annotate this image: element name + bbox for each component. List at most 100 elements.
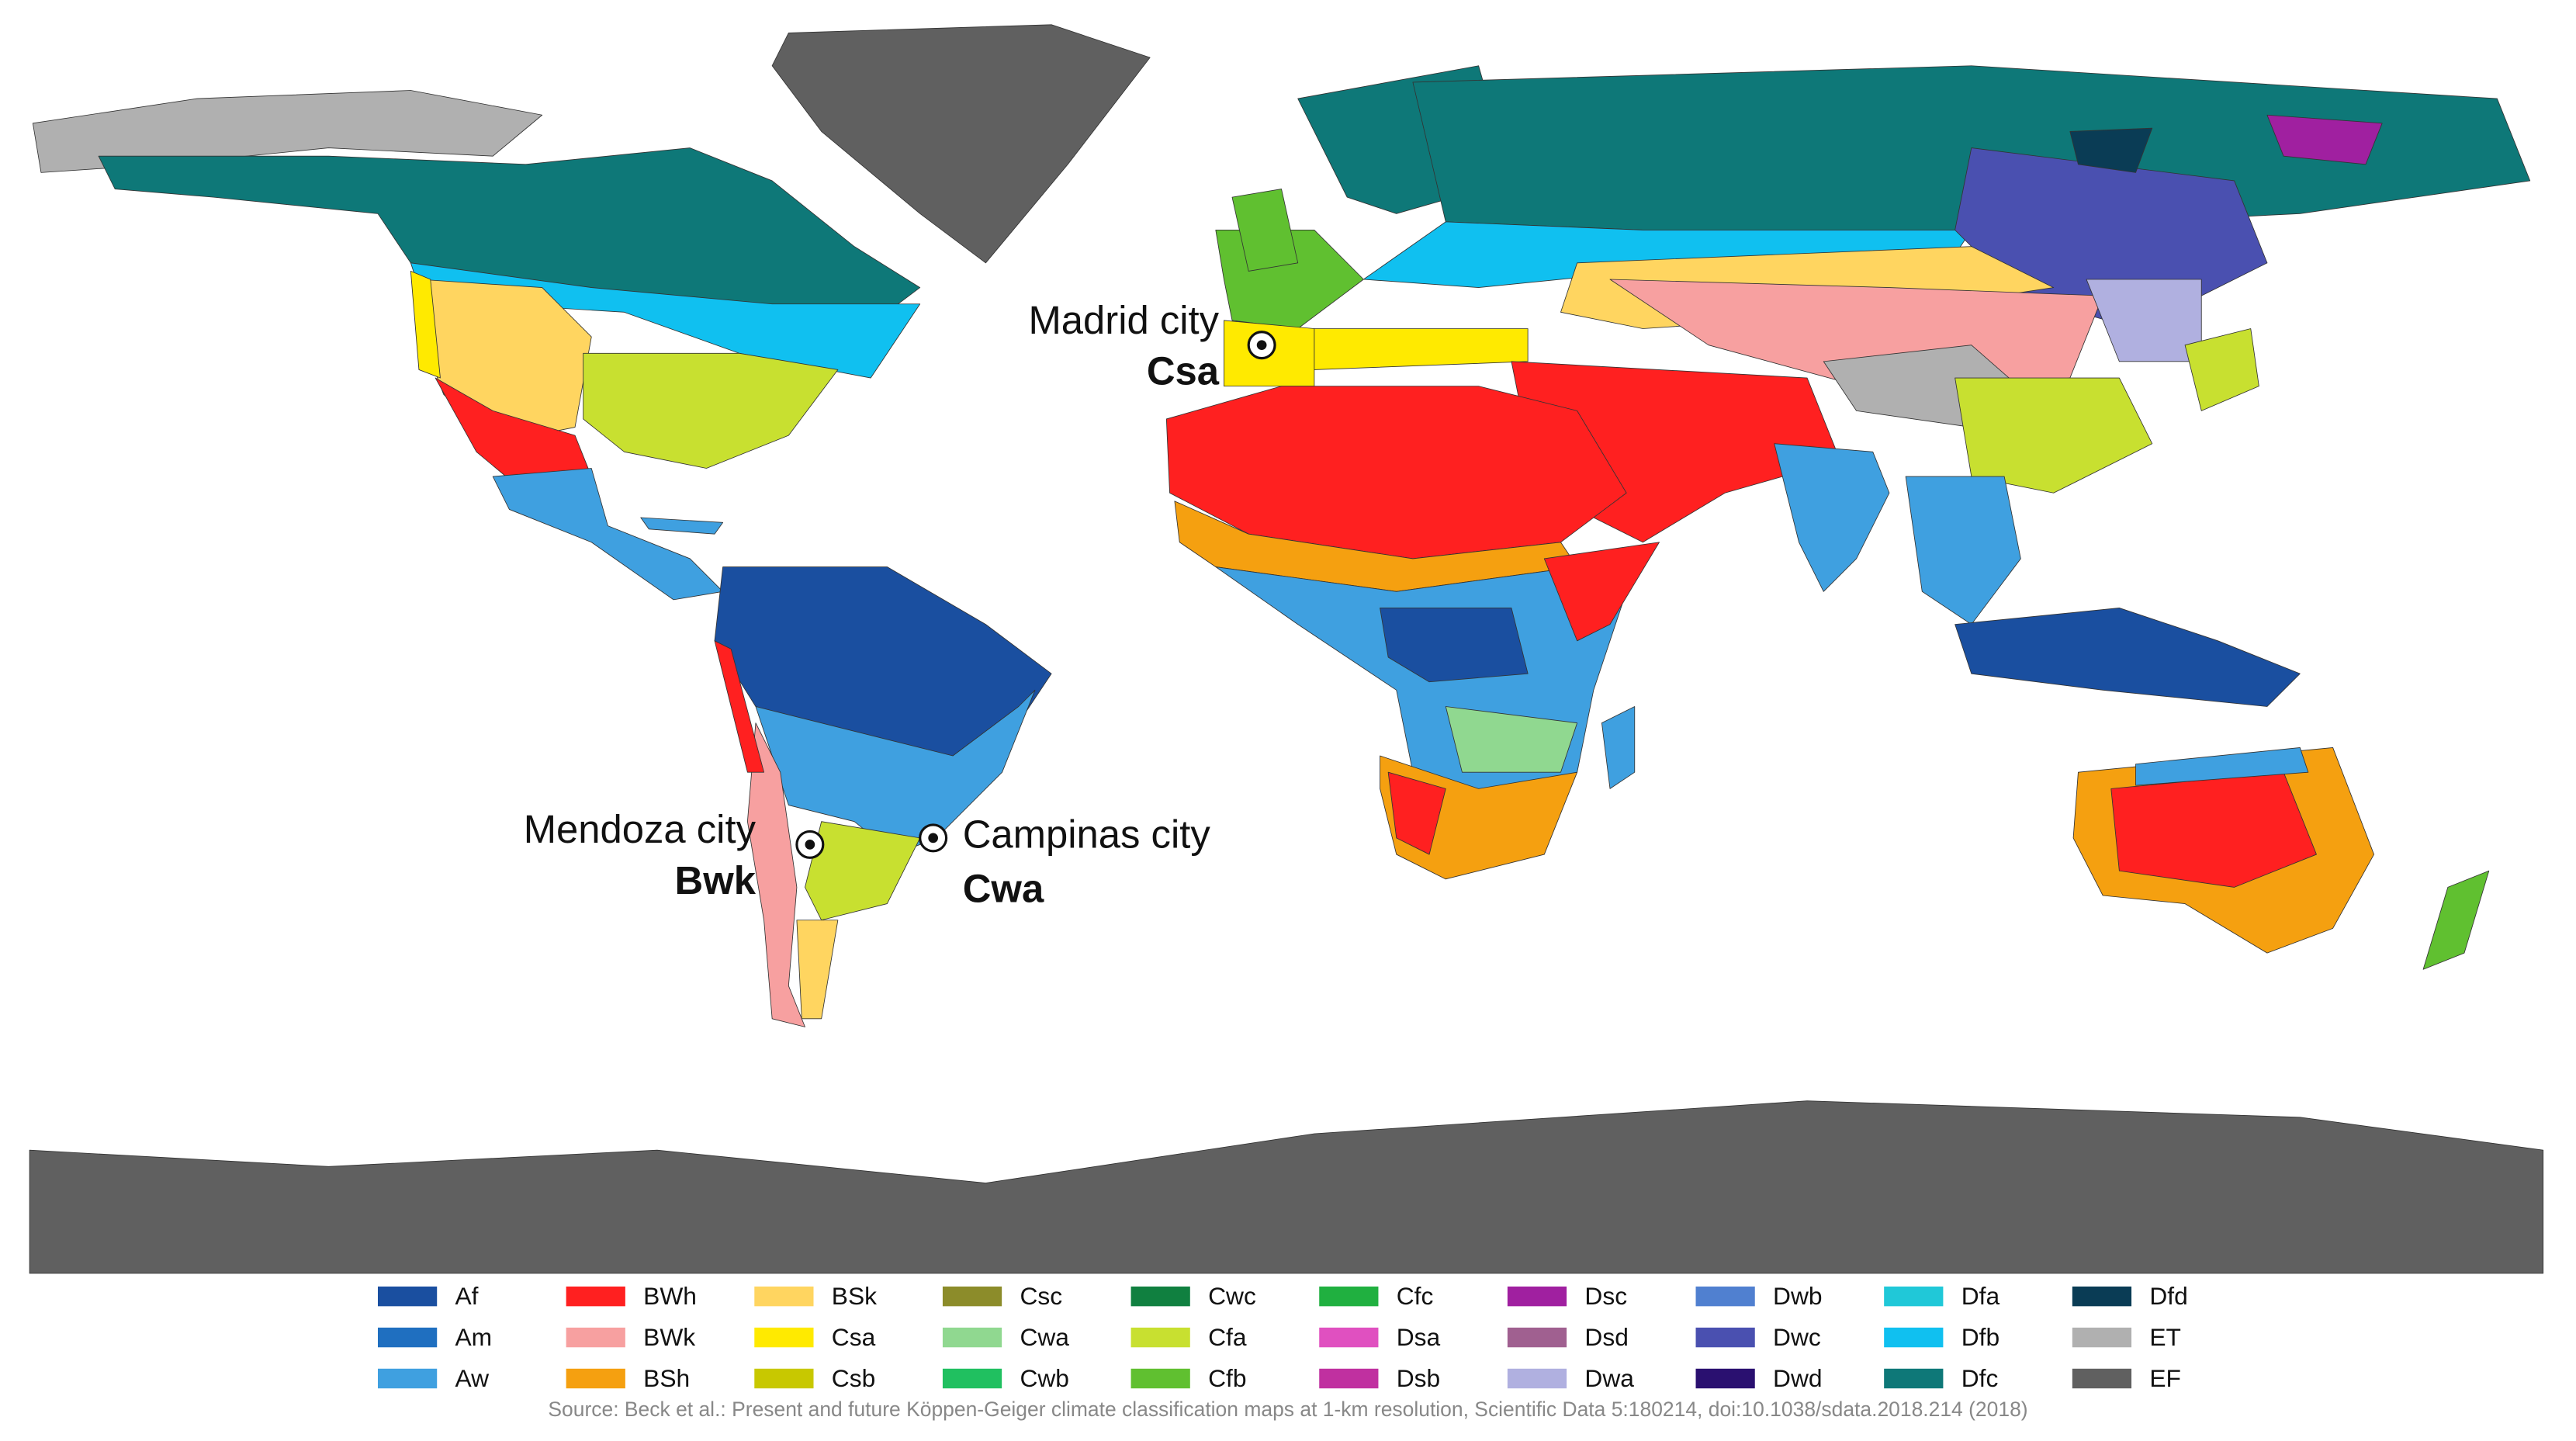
legend-swatch: [754, 1327, 814, 1348]
legend-label: Cwa: [1020, 1323, 1069, 1351]
zone: [1601, 706, 1636, 789]
zone: [1955, 608, 2301, 707]
city-marker-dot: [928, 833, 939, 843]
legend-swatch: [1507, 1368, 1567, 1389]
legend-swatch: [1507, 1327, 1567, 1348]
legend-swatch: [2072, 1286, 2132, 1307]
legend-swatch: [1130, 1327, 1190, 1348]
legend-label: Dfd: [2149, 1282, 2187, 1310]
zone: [714, 640, 764, 773]
legend-swatch: [377, 1368, 438, 1389]
legend-label: Aw: [455, 1364, 490, 1392]
legend-label: Dwd: [1773, 1364, 1823, 1392]
legend-label: Dsc: [1584, 1282, 1627, 1310]
legend-swatch: [1319, 1368, 1379, 1389]
zone: [1905, 476, 2021, 625]
city-markers: [795, 331, 1276, 859]
legend-label: Dwa: [1584, 1364, 1634, 1392]
zone: [771, 24, 1151, 264]
zone: [583, 352, 839, 469]
legend-label: Af: [455, 1282, 479, 1310]
legend-label: Cfc: [1397, 1282, 1434, 1310]
zone: [492, 468, 724, 601]
zone: [2135, 747, 2309, 786]
legend-swatch: [754, 1286, 814, 1307]
city-name: Campinas city: [963, 812, 1211, 857]
zone: [2086, 279, 2202, 362]
legend-label: Csc: [1020, 1282, 1062, 1310]
legend-swatch: [1695, 1286, 1755, 1307]
zone: [640, 517, 724, 535]
legend: Af Am Aw BWh BWk BSh BSk Csa Csb Csc Cwa Cwb Cwc Cfa C…: [377, 1282, 2188, 1392]
zone: [1445, 706, 1578, 773]
zone: [796, 920, 839, 1020]
zone: [410, 270, 441, 379]
city-marker-dot: [805, 840, 815, 850]
legend-swatch: [566, 1327, 625, 1348]
legend-swatch: [754, 1368, 814, 1389]
zone: [746, 722, 805, 1027]
legend-swatch: [566, 1368, 625, 1389]
city-marker-dot: [1256, 340, 1267, 351]
legend-swatch: [942, 1286, 1002, 1307]
city-name: Mendoza city: [524, 807, 757, 851]
zone: [1231, 189, 1299, 272]
zone: [2422, 870, 2490, 970]
legend-label: Dwb: [1773, 1282, 1823, 1310]
legend-label: BSh: [643, 1364, 690, 1392]
zone: [1314, 328, 1529, 370]
zone: [805, 821, 921, 921]
legend-swatch: [1884, 1368, 1944, 1389]
legend-swatch: [1884, 1286, 1944, 1307]
zone: [2069, 127, 2153, 173]
legend-swatch: [942, 1327, 1002, 1348]
zone: [1165, 386, 1627, 559]
climate-class: Bwk: [675, 858, 757, 902]
source-note: Source: Beck et al.: Present and future …: [548, 1398, 2027, 1421]
zone: [29, 1100, 2544, 1274]
legend-label: Dsa: [1397, 1323, 1441, 1351]
legend-swatch: [1695, 1368, 1755, 1389]
city-name: Madrid city: [1028, 298, 1219, 342]
legend-swatch: [1884, 1327, 1944, 1348]
legend-label: BWh: [643, 1282, 697, 1310]
legend-swatch: [1319, 1286, 1379, 1307]
zone: [1955, 377, 2153, 494]
legend-swatch: [566, 1286, 625, 1307]
legend-label: Csa: [832, 1323, 876, 1351]
legend-swatch: [377, 1327, 438, 1348]
legend-label: Cfa: [1208, 1323, 1247, 1351]
legend-swatch: [1130, 1286, 1190, 1307]
legend-label: Dsb: [1397, 1364, 1440, 1392]
legend-swatch: [1695, 1327, 1755, 1348]
legend-label: Dfc: [1961, 1364, 1999, 1392]
legend-swatch: [2072, 1327, 2132, 1348]
zone: [2266, 114, 2383, 165]
legend-label: Am: [455, 1323, 493, 1351]
legend-label: Dfb: [1961, 1323, 2000, 1351]
legend-label: BSk: [832, 1282, 877, 1310]
legend-swatch: [377, 1286, 438, 1307]
climate-class: Cwa: [963, 866, 1044, 910]
legend-label: Dwc: [1773, 1323, 1821, 1351]
zone: [32, 90, 543, 173]
climate-class: Csa: [1147, 349, 1220, 393]
legend-swatch: [2072, 1368, 2132, 1389]
legend-label: Cwc: [1208, 1282, 1256, 1310]
legend-swatch: [1319, 1327, 1379, 1348]
legend-swatch: [942, 1368, 1002, 1389]
legend-label: EF: [2149, 1364, 2181, 1392]
zone: [1774, 443, 1890, 592]
legend-label: Csb: [832, 1364, 875, 1392]
legend-label: Cfb: [1208, 1364, 1246, 1392]
legend-label: Dsd: [1584, 1323, 1628, 1351]
legend-label: Cwb: [1020, 1364, 1069, 1392]
legend-swatch: [1507, 1286, 1567, 1307]
legend-label: BWk: [643, 1323, 695, 1351]
legend-label: Dfa: [1961, 1282, 2000, 1310]
zone: [1387, 771, 1446, 855]
zone: [2184, 328, 2259, 411]
